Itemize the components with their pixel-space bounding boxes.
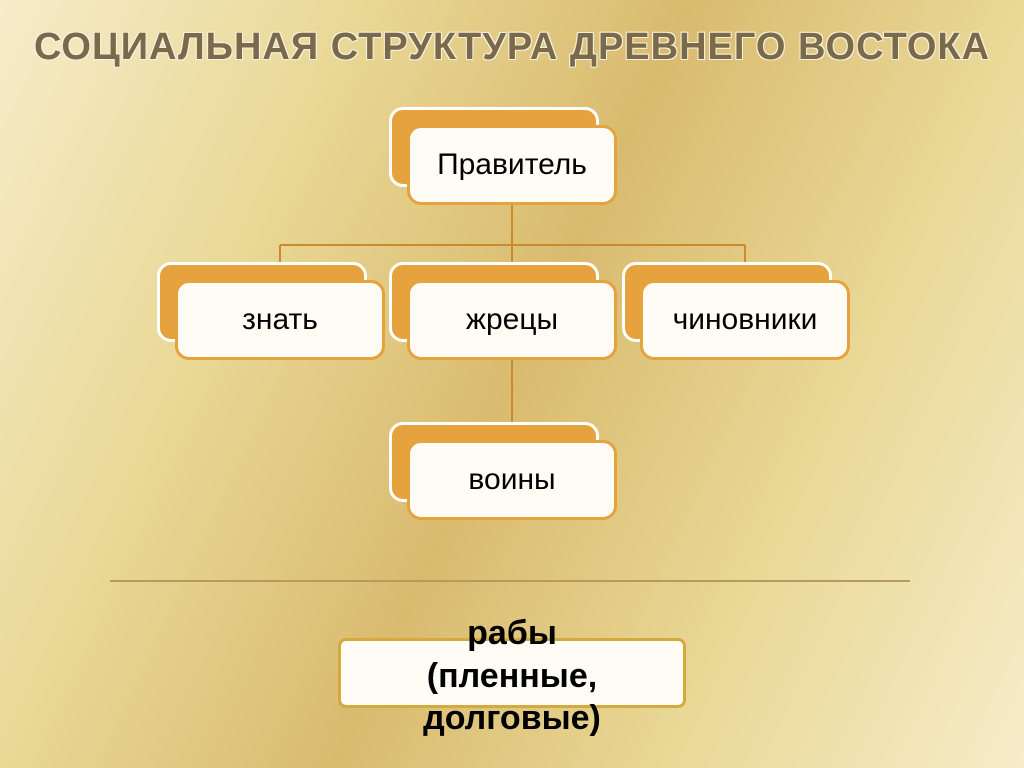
node-card: воины [407,440,617,520]
node-card: Правитель [407,125,617,205]
node-label: знать [242,303,318,337]
node-label: жрецы [466,303,558,337]
node-priests: жрецы [389,262,617,360]
node-card: чиновники [640,280,850,360]
node-warriors: воины [389,422,617,520]
divider-line [110,580,910,582]
node-label: Правитель [437,148,587,182]
node-ruler: Правитель [389,107,617,205]
node-label: чиновники [673,303,818,337]
node-card: знать [175,280,385,360]
node-card: жрецы [407,280,617,360]
bottom-text: рабы(пленные,долговые) [338,612,686,740]
node-officials: чиновники [622,262,850,360]
node-label: воины [468,463,555,497]
node-nobility: знать [157,262,385,360]
